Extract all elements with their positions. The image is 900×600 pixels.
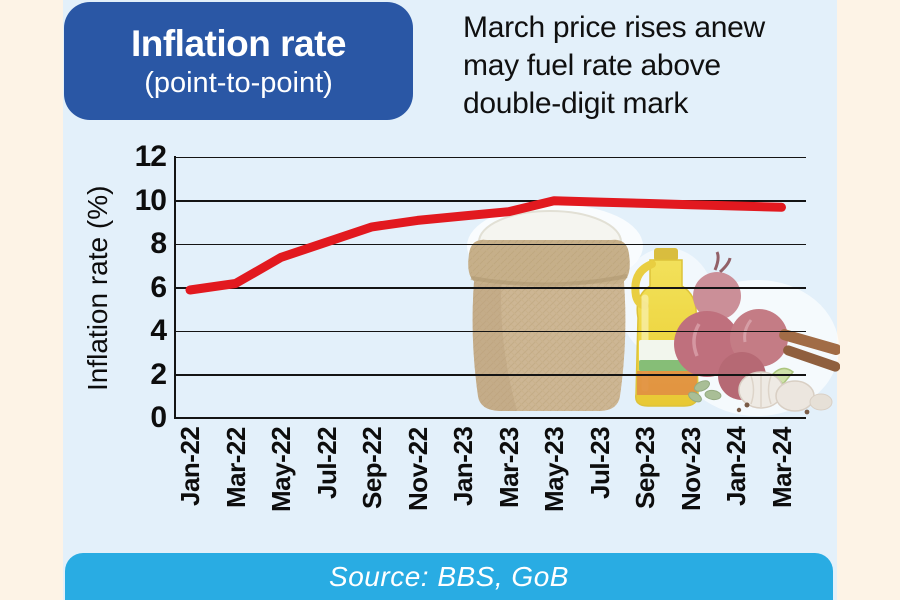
y-tick-label: 12	[134, 140, 167, 174]
x-tick-label: May-22	[266, 427, 296, 513]
x-tick-label: Jan-24	[721, 427, 751, 507]
x-tick-label: Nov-23	[675, 427, 706, 511]
x-tick-label: Sep-23	[630, 427, 660, 510]
title-box: Inflation rate (point-to-point)	[64, 2, 413, 120]
x-tick-label: Jan-22	[175, 427, 205, 507]
gridline-y2	[175, 374, 806, 376]
garlic	[738, 367, 833, 412]
source-text: Source: BBS, GoB	[329, 560, 569, 592]
x-tick-label: Mar-22	[220, 427, 251, 508]
y-axis-line	[174, 156, 176, 420]
cardamom-pods	[688, 380, 722, 403]
x-tick-label: May-23	[539, 427, 569, 513]
x-tick-label: Jul-22	[311, 427, 342, 500]
gridline-y8	[175, 243, 806, 246]
food-collage-image	[467, 204, 840, 416]
y-tick-label: 2	[150, 357, 167, 391]
x-tick-label: Nov-22	[402, 427, 433, 511]
x-tick-label: Mar-23	[493, 427, 524, 508]
chart-subtitle: (point-to-point)	[144, 67, 333, 99]
peppercorns	[736, 402, 810, 415]
gridline-y0	[175, 417, 806, 420]
y-tick-label: 0	[150, 401, 167, 435]
gridline-y12	[175, 156, 806, 159]
y-tick-label: 4	[150, 314, 167, 348]
y-tick-label: 8	[150, 227, 167, 261]
y-axis-title: Inflation rate (%)	[82, 185, 113, 391]
gridline-y4	[175, 330, 806, 333]
x-tick-label: Jul-23	[584, 427, 615, 500]
source-bar: Source: BBS, GoB	[65, 553, 833, 600]
gridline-y6	[175, 287, 806, 289]
chart-title: Inflation rate	[130, 23, 347, 64]
y-tick-label: 10	[134, 183, 167, 217]
gridline-y10	[175, 200, 806, 202]
headline-text: March price rises anew may fuel rate abo…	[463, 11, 765, 120]
y-tick-label: 6	[150, 270, 167, 304]
x-tick-label: Jan-23	[448, 427, 478, 507]
x-tick-label: Sep-22	[357, 427, 387, 510]
x-tick-label: Mar-24	[766, 427, 797, 508]
